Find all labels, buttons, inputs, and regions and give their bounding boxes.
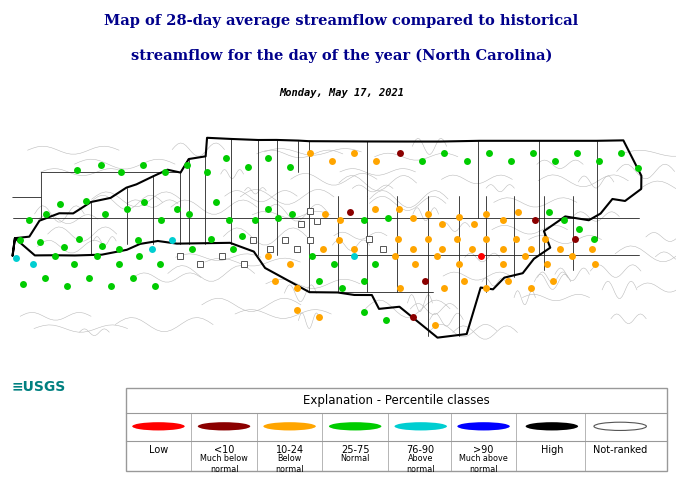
Text: 10-24: 10-24: [275, 445, 304, 455]
Text: Low: Low: [149, 445, 168, 455]
Circle shape: [395, 422, 447, 431]
Circle shape: [594, 422, 646, 431]
Text: Map of 28-day average streamflow compared to historical: Map of 28-day average streamflow compare…: [104, 14, 579, 28]
Text: 76-90: 76-90: [406, 445, 435, 455]
Text: 25-75: 25-75: [341, 445, 370, 455]
Text: Monday, May 17, 2021: Monday, May 17, 2021: [279, 88, 404, 98]
Text: >90: >90: [473, 445, 494, 455]
Circle shape: [264, 422, 316, 431]
Text: Not-ranked: Not-ranked: [593, 445, 647, 455]
Circle shape: [198, 422, 250, 431]
Polygon shape: [12, 138, 641, 337]
Circle shape: [133, 422, 184, 431]
Text: <10: <10: [214, 445, 234, 455]
Circle shape: [458, 422, 510, 431]
Circle shape: [526, 422, 578, 431]
Text: Normal: Normal: [340, 454, 370, 463]
Text: Above
normal: Above normal: [406, 454, 435, 474]
Text: High: High: [541, 445, 563, 455]
Text: Much above
normal: Much above normal: [459, 454, 508, 474]
Text: Below
normal: Below normal: [275, 454, 304, 474]
FancyBboxPatch shape: [126, 389, 667, 471]
Text: Explanation - Percentile classes: Explanation - Percentile classes: [303, 394, 490, 407]
Text: ≡USGS: ≡USGS: [12, 380, 66, 394]
Circle shape: [329, 422, 381, 431]
Text: streamflow for the day of the year (North Carolina): streamflow for the day of the year (Nort…: [131, 49, 552, 63]
Text: Much below
normal: Much below normal: [200, 454, 248, 474]
